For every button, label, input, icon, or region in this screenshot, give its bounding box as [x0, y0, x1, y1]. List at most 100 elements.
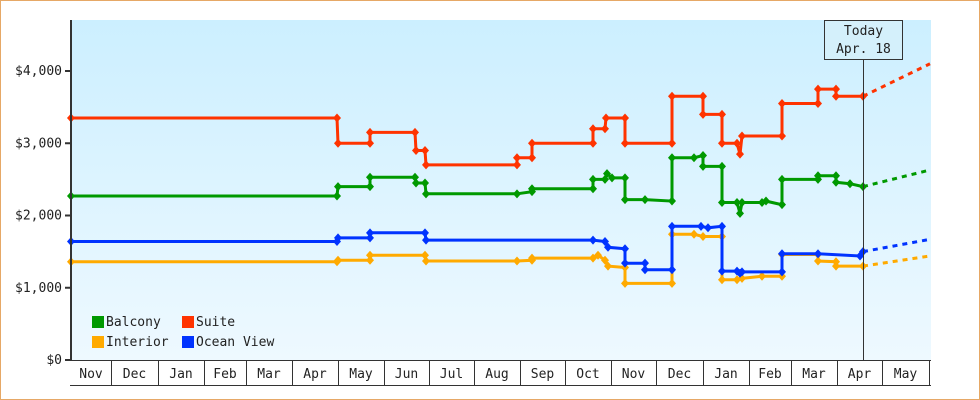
data-point-marker[interactable]	[366, 228, 374, 238]
data-point-marker[interactable]	[699, 231, 707, 241]
data-point-marker[interactable]	[421, 228, 429, 238]
data-point-marker[interactable]	[832, 261, 840, 271]
data-point-marker[interactable]	[366, 127, 374, 137]
data-point-marker[interactable]	[733, 138, 741, 148]
data-point-marker[interactable]	[333, 191, 341, 201]
data-point-marker[interactable]	[513, 256, 521, 266]
data-point-marker[interactable]	[421, 178, 429, 188]
data-point-marker[interactable]	[594, 250, 602, 260]
data-point-marker[interactable]	[718, 266, 726, 276]
data-point-marker[interactable]	[778, 174, 786, 184]
data-point-marker[interactable]	[621, 258, 629, 268]
data-point-marker[interactable]	[366, 182, 374, 192]
data-point-marker[interactable]	[641, 258, 649, 268]
data-point-marker[interactable]	[334, 138, 342, 148]
data-point-marker[interactable]	[621, 195, 629, 205]
data-point-marker[interactable]	[718, 221, 726, 231]
data-point-marker[interactable]	[422, 189, 430, 199]
data-point-marker[interactable]	[668, 138, 676, 148]
data-point-marker[interactable]	[589, 174, 597, 184]
data-point-marker[interactable]	[422, 235, 430, 245]
data-point-marker[interactable]	[718, 109, 726, 119]
data-point-marker[interactable]	[621, 278, 629, 288]
data-point-marker[interactable]	[411, 127, 419, 137]
data-point-marker[interactable]	[589, 138, 597, 148]
data-point-marker[interactable]	[621, 138, 629, 148]
data-point-marker[interactable]	[668, 196, 676, 206]
data-point-marker[interactable]	[738, 131, 746, 141]
data-point-marker[interactable]	[778, 200, 786, 210]
data-point-marker[interactable]	[422, 160, 430, 170]
data-point-marker[interactable]	[733, 197, 741, 207]
data-point-marker[interactable]	[762, 196, 770, 206]
data-point-marker[interactable]	[718, 138, 726, 148]
data-point-marker[interactable]	[641, 195, 649, 205]
data-point-marker[interactable]	[718, 275, 726, 285]
data-point-marker[interactable]	[528, 153, 536, 163]
data-point-marker[interactable]	[718, 161, 726, 171]
data-point-marker[interactable]	[601, 255, 609, 265]
data-point-marker[interactable]	[814, 256, 822, 266]
data-point-marker[interactable]	[421, 250, 429, 260]
data-point-marker[interactable]	[832, 91, 840, 101]
legend-item-interior[interactable]: Interior	[92, 335, 182, 350]
data-point-marker[interactable]	[832, 171, 840, 181]
data-point-marker[interactable]	[513, 160, 521, 170]
data-point-marker[interactable]	[738, 267, 746, 277]
data-point-marker[interactable]	[736, 208, 744, 218]
data-point-marker[interactable]	[602, 113, 610, 123]
data-point-marker[interactable]	[589, 124, 597, 134]
data-point-marker[interactable]	[758, 271, 766, 281]
data-point-marker[interactable]	[814, 84, 822, 94]
data-point-marker[interactable]	[690, 229, 698, 239]
data-point-marker[interactable]	[778, 99, 786, 109]
legend-item-ocean-view[interactable]: Ocean View	[182, 335, 274, 350]
data-point-marker[interactable]	[366, 255, 374, 265]
legend-item-suite[interactable]: Suite	[182, 315, 235, 330]
data-point-marker[interactable]	[513, 153, 521, 163]
legend-item-balcony[interactable]: Balcony	[92, 315, 182, 330]
data-point-marker[interactable]	[736, 149, 744, 159]
data-point-marker[interactable]	[778, 131, 786, 141]
data-point-marker[interactable]	[589, 235, 597, 245]
data-point-marker[interactable]	[699, 109, 707, 119]
data-point-marker[interactable]	[668, 91, 676, 101]
data-point-marker[interactable]	[668, 221, 676, 231]
data-point-marker[interactable]	[704, 223, 712, 233]
data-point-marker[interactable]	[668, 278, 676, 288]
data-point-marker[interactable]	[421, 145, 429, 155]
data-point-marker[interactable]	[412, 178, 420, 188]
data-point-marker[interactable]	[621, 244, 629, 254]
data-point-marker[interactable]	[690, 153, 698, 163]
data-point-marker[interactable]	[334, 182, 342, 192]
data-point-marker[interactable]	[603, 169, 611, 179]
data-point-marker[interactable]	[366, 250, 374, 260]
data-point-marker[interactable]	[738, 197, 746, 207]
data-point-marker[interactable]	[608, 173, 616, 183]
data-point-marker[interactable]	[718, 197, 726, 207]
data-point-marker[interactable]	[601, 237, 609, 247]
data-point-marker[interactable]	[604, 261, 612, 271]
data-point-marker[interactable]	[528, 138, 536, 148]
data-point-marker[interactable]	[668, 265, 676, 275]
data-point-marker[interactable]	[621, 173, 629, 183]
data-point-marker[interactable]	[846, 179, 854, 189]
data-point-marker[interactable]	[412, 145, 420, 155]
data-point-marker[interactable]	[513, 189, 521, 199]
data-point-marker[interactable]	[589, 184, 597, 194]
data-point-marker[interactable]	[334, 255, 342, 265]
data-point-marker[interactable]	[832, 177, 840, 187]
data-point-marker[interactable]	[366, 233, 374, 243]
data-point-marker[interactable]	[366, 172, 374, 182]
data-point-marker[interactable]	[697, 221, 705, 231]
data-point-marker[interactable]	[814, 171, 822, 181]
data-point-marker[interactable]	[621, 113, 629, 123]
data-point-marker[interactable]	[699, 151, 707, 161]
data-point-marker[interactable]	[699, 91, 707, 101]
data-point-marker[interactable]	[832, 84, 840, 94]
data-point-marker[interactable]	[366, 138, 374, 148]
data-point-marker[interactable]	[422, 256, 430, 266]
data-point-marker[interactable]	[814, 249, 822, 259]
data-point-marker[interactable]	[528, 184, 536, 194]
data-point-marker[interactable]	[528, 253, 536, 263]
